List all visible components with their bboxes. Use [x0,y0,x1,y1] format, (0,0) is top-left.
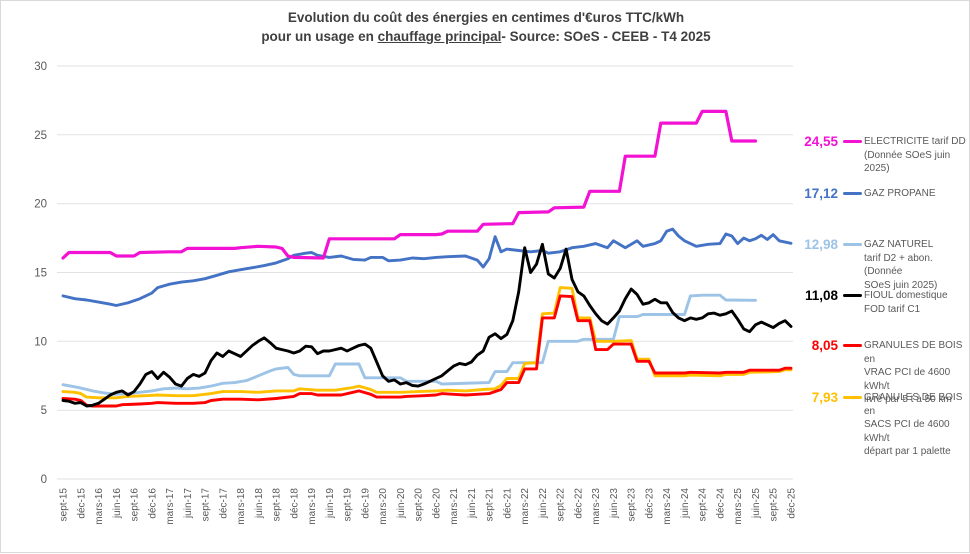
x-axis-label: déc-22 [573,488,584,519]
legend-label-line: GRANULES DE BOIS en [864,392,963,417]
legend-entry-granules-vrac: 8,05 GRANULES DE BOIS en VRAC PCI de 4600 … [793,339,969,407]
legend-label-granules-vrac: GRANULES DE BOIS en VRAC PCI de 4600 kWh/… [864,339,969,407]
legend-entry-gaz-naturel: 12,98 GAZ NATUREL tarif D2 + abon. (Donnée… [793,238,969,292]
x-axis-label: sept-23 [627,488,638,522]
legend-label-line: GAZ NATUREL [864,239,934,250]
legend-label-gaz-propane: GAZ PROPANE [864,187,936,201]
legend-label-electricite-tarif-dd: ELECTRICITE tarif DD (Donnée SOeS juin 20… [864,135,969,176]
chart-title-line-1: Evolution du coût des énergies en centim… [287,10,685,25]
legend-label-line: SACS PCI de 4600 kWh/t [864,419,950,444]
x-axis-label: sept-24 [698,488,709,522]
y-axis-label: 0 [41,474,47,486]
x-axis-label: déc-23 [645,488,656,519]
legend-entry-gaz-propane: 17,12 GAZ PROPANE [793,187,969,201]
legend-entry-fioul-domestique: 11,08 FIOUL domestique FOD tarif C1 [793,289,969,316]
legend-label-line: livré par 5 t à 50 km [864,394,952,405]
legend-value-electricite-tarif-dd: 24,55 [804,134,838,149]
x-axis-label: mars-19 [307,488,318,525]
series-line-granules-vrac [61,294,793,408]
legend-line-marker-gaz-naturel [843,243,862,246]
y-axis-label: 20 [34,199,47,211]
legend-line-marker-granules-sacs [843,396,862,399]
x-axis-label: déc-18 [289,488,300,519]
legend-line-marker-granules-vrac [843,344,862,347]
x-axis-label: juin-16 [112,488,123,519]
x-axis-label: mars-25 [733,488,744,525]
chart-title-underlined: chauffage principal [377,29,502,44]
x-axis-label: juin-24 [680,488,691,519]
x-axis-label: déc-16 [147,488,158,519]
x-axis-label: juin-17 [183,488,194,519]
legend-value-fioul-domestique: 11,08 [804,288,838,303]
legend-value-gaz-naturel: 12,98 [804,237,838,252]
y-axis-label: 5 [41,405,47,417]
legend-label-line: GRANULES DE BOIS en [864,340,963,365]
legend-line-marker-fioul-domestique [843,294,862,297]
legend-entry-granules-sacs: 7,93 GRANULES DE BOIS en SACS PCI de 4600 … [793,391,969,459]
y-axis-label: 25 [34,130,47,142]
x-axis-label: sept-18 [272,488,283,522]
series-line-fioul-domestique [61,242,793,408]
legend-line-marker-electricite-tarif-dd [843,140,862,143]
legend-value-granules-sacs: 7,93 [811,390,838,405]
x-axis-label: mars-24 [662,488,673,525]
series-line-electricite-tarif-dd [61,109,758,260]
x-axis-label: sept-25 [769,488,780,522]
x-axis-label: sept-19 [343,488,354,522]
x-axis-label: déc-20 [431,488,442,519]
x-axis-label: juin-23 [609,488,620,519]
x-axis-label: sept-15 [59,488,70,522]
x-axis-label: mars-20 [378,488,389,525]
x-axis-label: juin-20 [396,488,407,519]
x-axis-label: sept-21 [485,488,496,522]
x-axis-label: déc-25 [787,488,798,519]
x-axis-label: déc-15 [76,488,87,519]
legend-label-line: SOeS juin 2025) [864,279,938,291]
x-axis-label: juin-18 [254,488,265,519]
series-line-gaz-propane [61,227,793,307]
x-axis-label: sept-17 [201,488,212,522]
y-axis-label: 15 [34,268,47,280]
legend-label-line: GAZ PROPANE [864,188,936,199]
legend-line-marker-gaz-propane [843,192,862,195]
x-axis-label: déc-19 [360,488,371,519]
legend-label-line: départ par 1 palette [864,446,951,457]
legend-label-gaz-naturel: GAZ NATUREL tarif D2 + abon. (Donnée SOeS … [864,238,969,292]
series-line-gaz-naturel [61,293,757,396]
chart-title: Evolution du coût des énergies en centim… [1,8,970,46]
chart-legend: 24,55 ELECTRICITE tarif DD (Donnée SOeS ju… [793,1,969,554]
x-axis-label: mars-18 [236,488,247,525]
legend-value-gaz-propane: 17,12 [804,186,838,201]
x-axis-label: juin-22 [538,488,549,519]
legend-entry-electricite-tarif-dd: 24,55 ELECTRICITE tarif DD (Donnée SOeS ju… [793,135,969,176]
x-axis-label: mars-22 [520,488,531,525]
legend-label-line: tarif D2 + abon. (Donnée [864,252,933,278]
y-axis-label: 10 [34,336,47,348]
x-axis-label: mars-23 [591,488,602,525]
legend-label-granules-sacs: GRANULES DE BOIS en SACS PCI de 4600 kWh/… [864,391,969,459]
legend-label-line: FOD tarif C1 [864,303,921,315]
chart-title-line-2: pour un usage en chauffage principal- So… [261,29,711,44]
x-axis-label: sept-22 [556,488,567,522]
x-axis-label: déc-24 [716,488,727,519]
x-axis-label: mars-17 [165,488,176,525]
legend-label-line: ELECTRICITE tarif DD [864,136,966,147]
y-axis-label: 30 [34,61,47,73]
x-axis-label: déc-17 [218,488,229,519]
x-axis-label: sept-16 [130,488,141,522]
x-axis-label: juin-19 [325,488,336,519]
x-axis-label: juin-21 [467,488,478,519]
x-axis-label: déc-21 [502,488,513,519]
legend-label-line: VRAC PCI de 4600 kWh/t [864,367,951,392]
x-axis-label: sept-20 [414,488,425,522]
legend-value-granules-vrac: 8,05 [811,338,838,353]
legend-label-line: FIOUL domestique [864,290,948,301]
x-axis-label: mars-16 [94,488,105,525]
x-axis-label: mars-21 [449,488,460,525]
legend-label-fioul-domestique: FIOUL domestique FOD tarif C1 [864,289,948,316]
x-axis-label: juin-25 [751,488,762,519]
legend-label-line: (Donnée SOeS juin 2025) [864,149,951,175]
